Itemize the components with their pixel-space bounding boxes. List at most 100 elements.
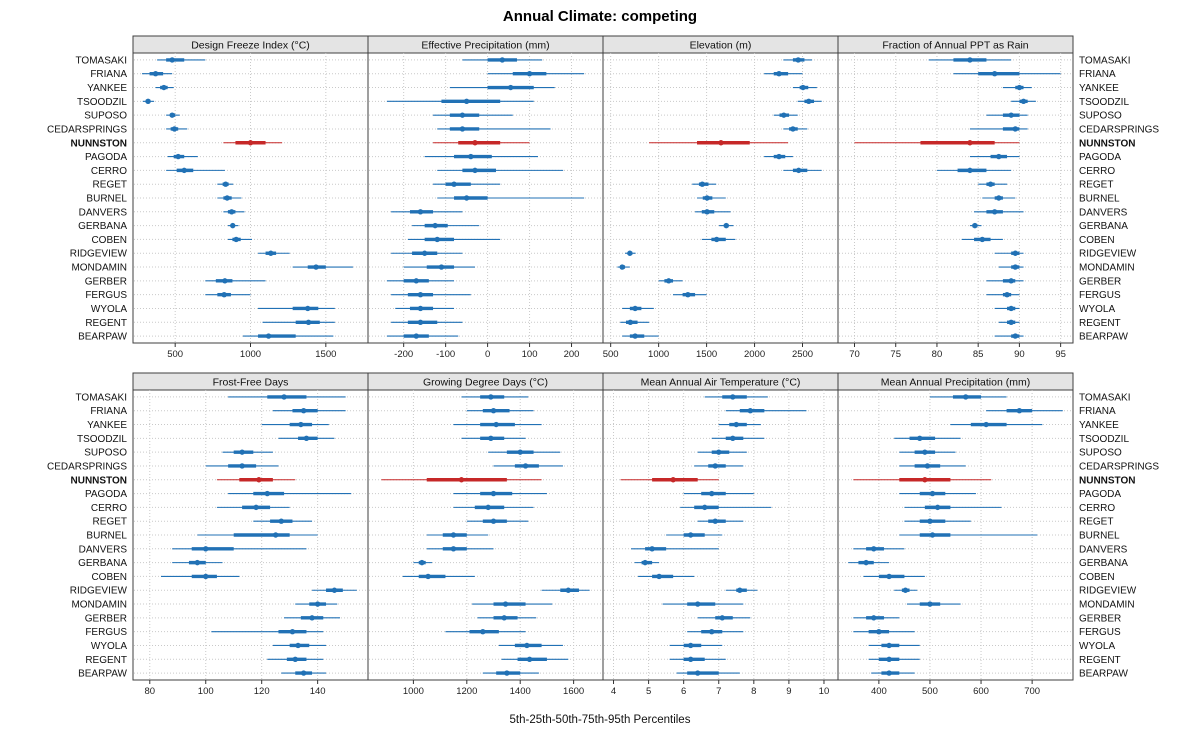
median-dot: [996, 153, 1002, 160]
median-dot: [886, 656, 892, 662]
station-label-left: GERBER: [85, 276, 127, 287]
median-dot: [733, 421, 739, 428]
station-label-left: TSOODZIL: [77, 434, 127, 445]
tick-label: 75: [890, 349, 901, 360]
median-dot: [175, 153, 181, 160]
median-dot: [517, 449, 523, 455]
median-dot: [434, 236, 440, 243]
median-dot: [264, 490, 270, 497]
station-label-right: PAGODA: [1079, 489, 1121, 500]
median-dot: [419, 559, 425, 566]
station-label-right: RIDGEVIEW: [1079, 249, 1137, 260]
median-dot: [222, 278, 228, 284]
station-label-right: GERBER: [1079, 613, 1121, 624]
median-dot: [194, 559, 201, 566]
median-dot: [239, 463, 245, 469]
station-label-left: BEARPAW: [78, 669, 127, 680]
station-label-right: BURNEL: [1079, 194, 1120, 205]
median-dot: [922, 477, 928, 483]
median-dot: [922, 449, 928, 455]
station-label-right: TOMASAKI: [1079, 392, 1131, 403]
median-dot: [723, 222, 729, 229]
median-dot: [1012, 264, 1018, 270]
median-dot: [233, 236, 239, 243]
station-label-left: REGET: [93, 517, 127, 528]
median-dot: [1008, 278, 1014, 284]
median-dot: [627, 319, 634, 325]
axis-caption: 5th-25th-50th-75th-95th Percentiles: [509, 714, 691, 726]
station-label-left: WYOLA: [91, 641, 127, 652]
median-dot: [795, 57, 801, 63]
median-dot: [695, 670, 701, 676]
median-dot: [979, 236, 985, 243]
median-dot: [417, 319, 424, 325]
median-dot: [253, 504, 259, 511]
median-dot: [924, 463, 931, 469]
median-dot: [716, 449, 722, 455]
median-dot: [488, 394, 494, 400]
station-label-left: REGENT: [85, 318, 127, 329]
tick-label: 2500: [792, 349, 813, 360]
median-dot: [145, 98, 151, 105]
tick-label: 0: [485, 349, 490, 360]
median-dot: [800, 84, 806, 91]
median-dot: [806, 98, 812, 105]
median-dot: [295, 642, 301, 649]
station-label-right: FERGUS: [1079, 627, 1121, 638]
tick-label: 500: [922, 686, 938, 697]
tick-label: 95: [1055, 349, 1066, 360]
median-dot: [876, 628, 882, 635]
tick-label: 90: [1014, 349, 1025, 360]
median-dot: [687, 532, 694, 538]
station-label-right: BURNEL: [1079, 531, 1120, 542]
station-label-right: FRIANA: [1079, 406, 1116, 417]
median-dot: [425, 573, 431, 580]
median-dot: [459, 126, 466, 132]
median-dot: [490, 518, 497, 524]
median-dot: [730, 435, 736, 442]
station-label-left: CERRO: [91, 503, 127, 514]
median-dot: [458, 477, 465, 483]
station-label-right: CEDARSPRINGS: [1079, 124, 1159, 135]
station-label-right: TOMASAKI: [1079, 55, 1131, 66]
station-label-left: FRIANA: [90, 69, 127, 80]
median-dot: [666, 278, 672, 284]
median-dot: [704, 209, 710, 215]
median-dot: [488, 435, 494, 442]
median-dot: [886, 670, 892, 676]
median-dot: [1008, 319, 1014, 325]
median-dot: [526, 656, 533, 662]
station-label-right: SUPOSO: [1079, 111, 1122, 122]
median-dot: [504, 670, 510, 676]
median-dot: [871, 546, 877, 552]
station-label-right: BEARPAW: [1079, 669, 1128, 680]
median-dot: [886, 573, 892, 580]
median-dot: [687, 656, 694, 662]
station-label-left: SUPOSO: [84, 111, 127, 122]
station-label-right: CERRO: [1079, 166, 1115, 177]
tick-label: 600: [973, 686, 989, 697]
median-dot: [522, 463, 529, 469]
station-label-left: FRIANA: [90, 406, 127, 417]
station-label-left: DANVERS: [79, 544, 128, 555]
median-dot: [499, 57, 505, 63]
median-dot: [289, 628, 296, 635]
station-label-left: TOMASAKI: [76, 392, 128, 403]
median-dot: [417, 305, 424, 312]
median-dot: [963, 394, 969, 400]
station-label-right: MONDAMIN: [1079, 600, 1135, 611]
chart-title: Annual Climate: competing: [502, 8, 698, 25]
station-label-right: PAGODA: [1079, 152, 1121, 163]
median-dot: [712, 518, 718, 524]
median-dot: [463, 195, 470, 201]
panel-title: Elevation (m): [690, 40, 752, 52]
panel-title: Design Freeze Index (°C): [191, 40, 310, 52]
median-dot: [712, 463, 718, 469]
median-dot: [737, 587, 743, 593]
median-dot: [627, 250, 633, 256]
panel-title: Effective Precipitation (mm): [421, 40, 549, 52]
station-label-left: MONDAMIN: [71, 600, 127, 611]
station-label-right: TSOODZIL: [1079, 97, 1129, 108]
